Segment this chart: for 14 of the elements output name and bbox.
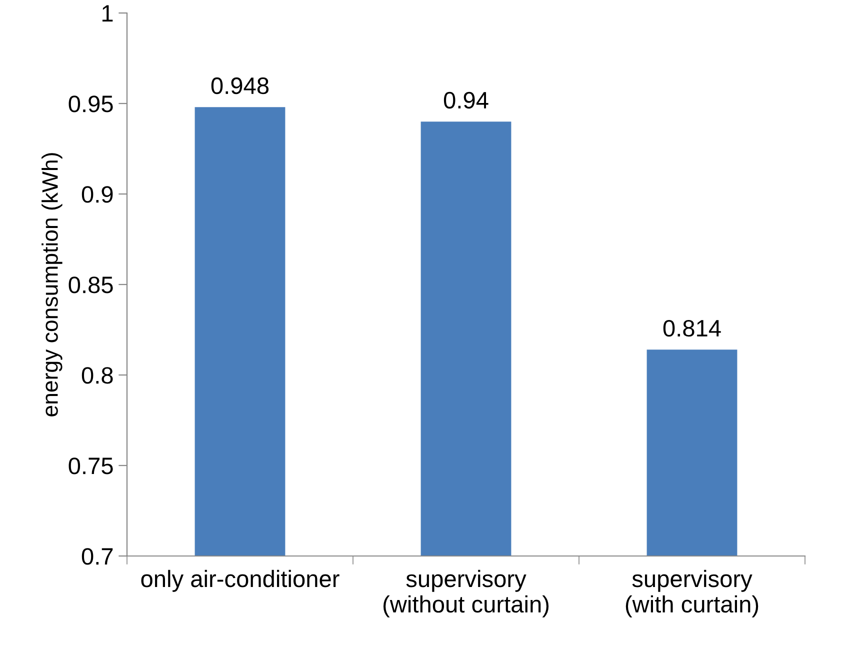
y-tick-label: 0.85 xyxy=(68,276,113,294)
y-axis-title: energy consumption (kWh) xyxy=(42,153,62,416)
data-label: 0.948 xyxy=(211,77,269,94)
data-label: 0.814 xyxy=(663,320,721,337)
y-tick-label: 0.9 xyxy=(82,186,113,203)
x-tick-label: only air-conditioner xyxy=(141,570,340,592)
y-tick-label: 0.7 xyxy=(82,548,113,565)
x-tick-label: supervisory (with curtain) xyxy=(626,570,758,618)
y-tick-label: 1 xyxy=(102,5,113,22)
data-label: 0.94 xyxy=(444,92,488,109)
x-tick-label: supervisory (without curtain) xyxy=(383,570,549,618)
y-tick-label: 0.95 xyxy=(68,96,113,112)
y-tick-label: 0.8 xyxy=(82,367,113,384)
y-tick-label: 0.75 xyxy=(68,458,113,474)
